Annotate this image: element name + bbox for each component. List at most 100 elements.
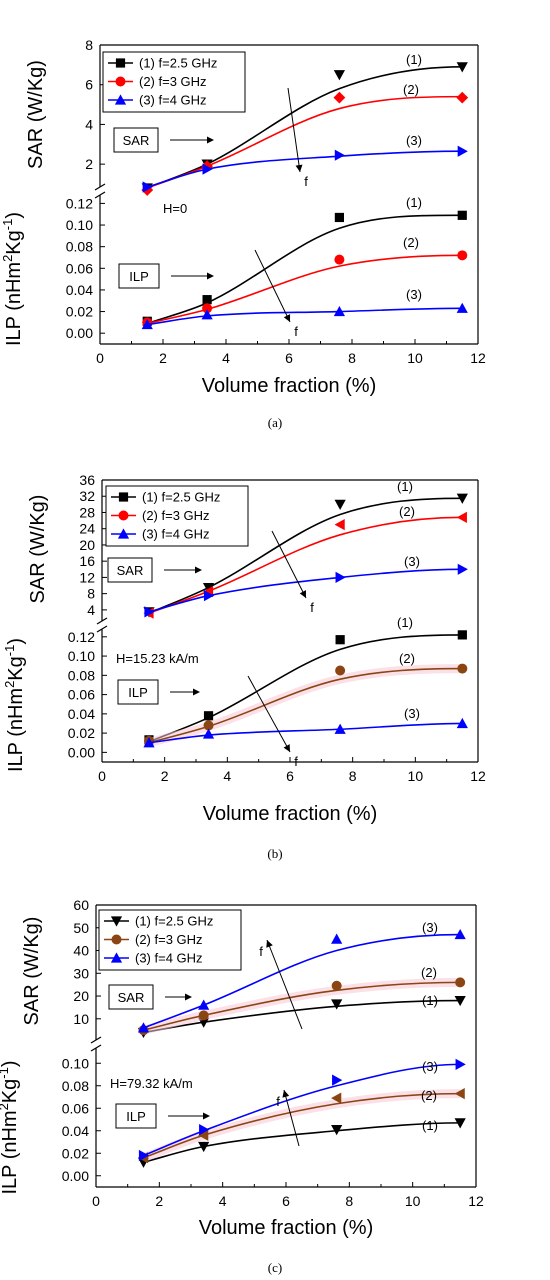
sar-data-point [456,62,468,73]
ilp-axis-title: ILP (nHm2Kg-1) [0,1060,21,1194]
x-tick-label: 8 [345,1193,353,1209]
ilp-y-tick-label: 0.10 [62,1055,89,1071]
sar-data-point [334,519,345,531]
frequency-arrow-line [254,249,291,323]
sar-tag: SAR [113,127,214,153]
axis-break-mark [94,191,106,199]
ilp-data-point [143,737,155,748]
axis-break-mark [94,183,106,191]
x-tick-label: 8 [348,350,356,366]
panel-label: (c) [268,1260,282,1275]
x-tick-label: 6 [282,1193,290,1209]
ilp-data-point [456,717,468,729]
ilp-axis-title-part: 2 [2,681,17,688]
ilp-fit-curve [148,667,463,744]
ilp-curve-label: (1) [397,615,413,630]
tag-arrow-head [195,566,202,574]
ilp-data-point [457,663,468,674]
sar-fit-curve [148,516,463,614]
ilp-axis-title-part: ) [3,212,25,219]
series-2 [143,511,468,748]
sar-tag-box [107,557,153,583]
legend-entry-label: (1) f=2.5 GHz [139,56,217,71]
sar-y-tick-label: 50 [73,920,89,936]
ilp-axis-title-part: ILP (nHm [3,262,25,346]
sar-y-tick-label: 6 [85,77,93,93]
frequency-arrow-head [299,590,306,598]
panel-label: (b) [267,846,282,861]
sar-fit-curve [148,568,463,613]
ilp-y-tick-label: 0.04 [66,282,93,298]
ilp-axis-title-part: ) [0,1060,21,1067]
sar-y-tick-label: 4 [87,602,95,618]
ilp-data-point [454,1118,466,1129]
frequency-arrow-head [282,1090,290,1098]
series-3 [143,563,468,748]
frequency-arrow-line [271,530,307,599]
sar-data-point [331,933,343,944]
ilp-data-point [201,309,213,320]
sar-y-tick-label: 20 [73,988,89,1004]
tag-arrow-head [193,688,200,696]
sar-data-point [335,571,346,584]
x-tick-label: 2 [161,768,169,784]
x-tick-label: 6 [285,350,293,366]
ilp-y-tick-label: 0.06 [62,1100,89,1116]
x-axis-title: Volume fraction (%) [202,375,377,397]
ilp-y-tick-label: 0.12 [66,195,93,211]
sar-data-point [457,145,468,157]
legend-marker [115,58,126,68]
ilp-data-point [198,1141,210,1153]
legend-marker [118,510,129,521]
legend-entry-label: (3) f=4 GHz [135,951,203,966]
frequency-arrow-line [283,1089,300,1147]
series-highlight-band [141,1089,461,1162]
ilp-y-tick-label: 0.02 [66,304,93,320]
sar-data-point [456,91,469,104]
sar-axis-title: SAR (W/Kg) [21,917,43,1026]
ilp-data-point [141,318,153,330]
x-tick-label: 8 [349,768,357,784]
frequency-arrow-head [266,940,273,948]
x-tick-label: 10 [408,768,424,784]
ilp-data-point [331,1125,343,1136]
series-3 [141,145,468,330]
legend-marker [117,528,130,539]
ilp-data-point [454,1088,465,1100]
sar-y-tick-label: 60 [73,897,89,913]
sar-data-point [331,980,342,991]
sar-y-tick-label: 36 [79,472,95,488]
ilp-axis-title-part: -1 [2,645,17,657]
ilp-axis-title-part: 2 [0,1103,11,1110]
sar-y-tick-label: 2 [85,156,93,172]
sar-curve-label: (2) [403,82,419,97]
legend-entry-label: (2) f=3 GHz [142,508,210,523]
ilp-y-tick-label: 0.00 [62,1168,89,1184]
sar-fit-curve [143,933,461,1029]
frequency-arrow-label: f [276,1094,280,1109]
ilp-y-tick-label: 0.10 [68,648,95,664]
x-tick-label: 12 [470,768,486,784]
ilp-curve-label: (3) [406,287,422,302]
sar-data-point [202,582,215,594]
ilp-y-tick-label: 0.04 [62,1123,89,1139]
ilp-curve-label: (1) [406,195,422,210]
ilp-axis-title-part: Kg [5,656,27,680]
ilp-data-point [138,1149,150,1162]
ilp-axis-title-part: Kg [0,1079,21,1103]
ilp-data-point [331,1092,342,1104]
ilp-y-tick-label: 0.08 [62,1078,89,1094]
legend-marker [110,916,123,927]
field-strength-label: H=15.23 kA/m [116,651,199,666]
ilp-y-tick-label: 0.08 [66,239,93,255]
ilp-data-point [457,210,467,220]
ilp-fit-curve [143,1092,461,1159]
x-tick-label: 2 [155,1193,163,1209]
sar-tag: SAR [107,557,202,583]
field-strength-label: H=79.32 kA/m [110,1076,193,1091]
legend-entry-label: (1) f=2.5 GHz [142,490,220,505]
panel-label: (a) [268,415,282,430]
ilp-data-point [455,1058,466,1070]
axis-break-mark [90,1036,102,1044]
